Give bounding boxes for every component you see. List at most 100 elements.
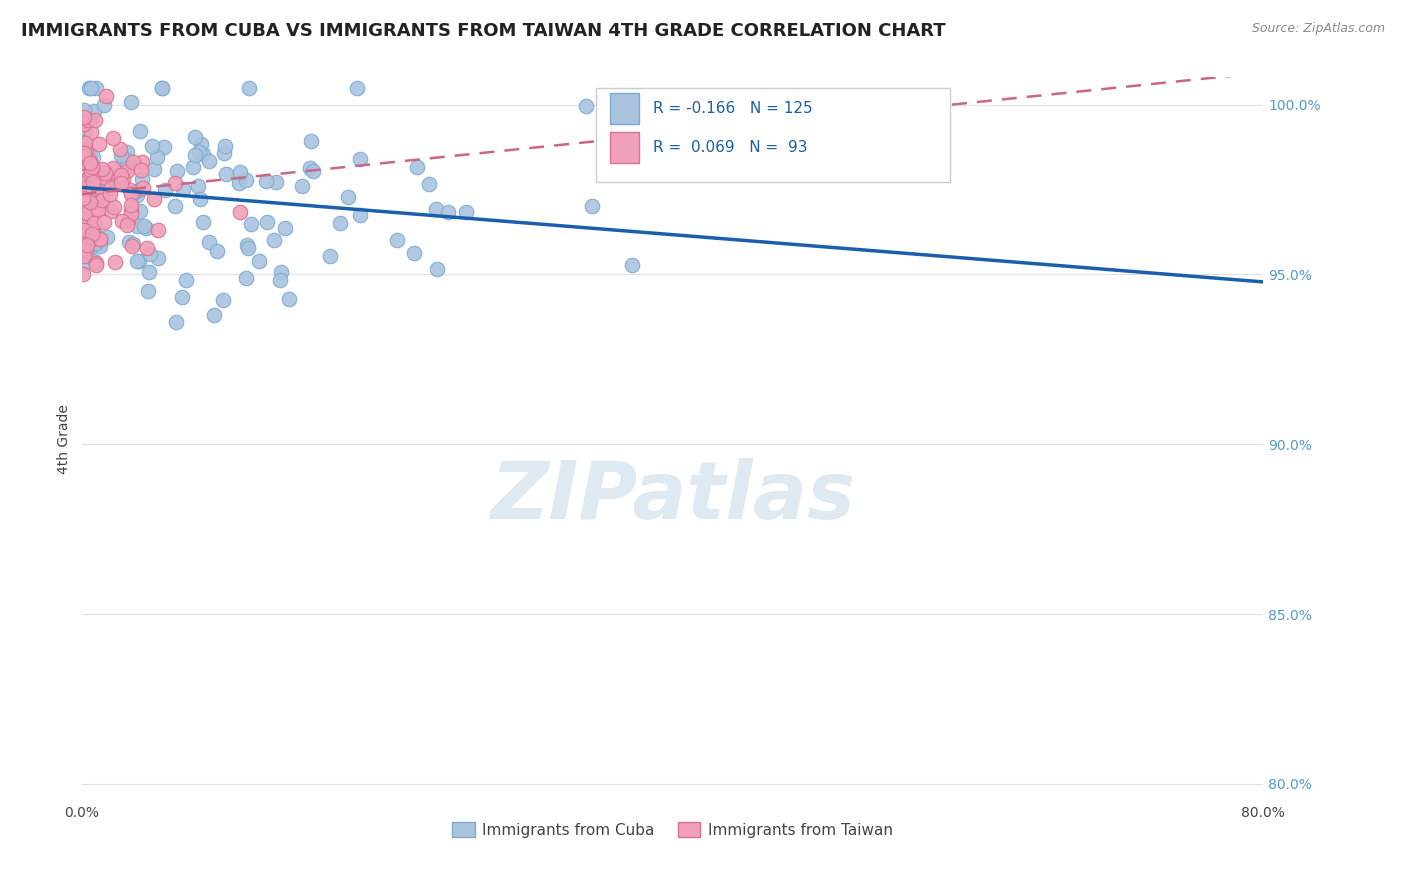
Point bbox=[80, 239, 103, 253]
Point bbox=[122, 185, 145, 199]
Point bbox=[128, 204, 150, 219]
Point bbox=[146, 251, 169, 265]
Point bbox=[125, 219, 148, 233]
Point bbox=[77, 112, 100, 127]
Point bbox=[80, 227, 103, 241]
Point bbox=[87, 194, 110, 208]
Point bbox=[172, 290, 194, 304]
Point bbox=[75, 181, 97, 195]
Point bbox=[111, 156, 134, 170]
Point bbox=[270, 264, 292, 278]
Point bbox=[301, 164, 323, 178]
Point bbox=[79, 204, 101, 219]
Point bbox=[77, 80, 100, 95]
Point bbox=[73, 135, 96, 149]
Point bbox=[117, 214, 139, 228]
Point bbox=[80, 125, 103, 139]
Point bbox=[76, 238, 98, 252]
Point bbox=[349, 208, 371, 222]
Point bbox=[153, 140, 176, 154]
Point bbox=[193, 214, 215, 228]
Point bbox=[183, 130, 205, 145]
Point bbox=[153, 183, 176, 197]
Point bbox=[72, 242, 94, 256]
Point bbox=[256, 215, 278, 229]
Point bbox=[73, 136, 96, 150]
Point bbox=[172, 182, 194, 196]
Point bbox=[132, 181, 155, 195]
Point bbox=[86, 202, 108, 216]
Point bbox=[73, 110, 96, 124]
Point bbox=[125, 188, 148, 202]
Point bbox=[120, 203, 142, 218]
Point bbox=[84, 80, 107, 95]
Point bbox=[73, 146, 96, 161]
Point bbox=[277, 293, 299, 307]
Point bbox=[212, 146, 235, 161]
Point bbox=[84, 200, 107, 214]
Point bbox=[76, 223, 98, 237]
Point bbox=[79, 80, 101, 95]
Point bbox=[73, 117, 96, 131]
Point bbox=[86, 258, 108, 272]
Point bbox=[229, 165, 252, 179]
Point bbox=[120, 183, 142, 197]
Point bbox=[299, 161, 322, 176]
Point bbox=[80, 161, 103, 175]
Point bbox=[238, 80, 260, 95]
Point bbox=[84, 256, 107, 270]
Point bbox=[163, 176, 186, 190]
Point bbox=[406, 161, 429, 175]
Point bbox=[240, 217, 263, 231]
Point bbox=[139, 247, 162, 261]
Point bbox=[404, 246, 426, 260]
Point bbox=[125, 254, 148, 268]
Point bbox=[89, 232, 111, 246]
Point bbox=[138, 265, 160, 279]
Point bbox=[82, 227, 104, 241]
Text: IMMIGRANTS FROM CUBA VS IMMIGRANTS FROM TAIWAN 4TH GRADE CORRELATION CHART: IMMIGRANTS FROM CUBA VS IMMIGRANTS FROM … bbox=[21, 22, 946, 40]
Point bbox=[329, 216, 352, 230]
Point bbox=[141, 139, 163, 153]
Point bbox=[90, 193, 112, 207]
Point bbox=[72, 144, 94, 158]
Text: R = -0.166   N = 125: R = -0.166 N = 125 bbox=[654, 101, 813, 116]
Point bbox=[76, 158, 98, 172]
Point bbox=[129, 162, 152, 177]
Point bbox=[110, 148, 132, 162]
Point bbox=[299, 134, 322, 148]
Point bbox=[346, 80, 368, 95]
Point bbox=[254, 174, 277, 188]
Point bbox=[418, 177, 440, 191]
Point bbox=[104, 165, 127, 179]
Point bbox=[183, 160, 205, 174]
Point bbox=[91, 161, 114, 176]
Point bbox=[235, 173, 257, 187]
Point bbox=[110, 173, 132, 187]
Point bbox=[86, 196, 108, 211]
Point bbox=[263, 234, 285, 248]
Point bbox=[229, 205, 252, 219]
Point bbox=[425, 202, 447, 216]
Point bbox=[100, 180, 122, 194]
Point bbox=[143, 162, 166, 177]
Point bbox=[73, 146, 96, 161]
Point bbox=[87, 185, 110, 199]
Point bbox=[91, 200, 114, 214]
Point bbox=[184, 148, 207, 162]
Text: Source: ZipAtlas.com: Source: ZipAtlas.com bbox=[1251, 22, 1385, 36]
Point bbox=[83, 172, 105, 186]
Point bbox=[150, 80, 173, 95]
Point bbox=[89, 232, 111, 246]
Point bbox=[269, 273, 291, 287]
Point bbox=[150, 80, 173, 95]
Point bbox=[142, 192, 165, 206]
Point bbox=[112, 171, 135, 186]
Point bbox=[83, 103, 105, 118]
Point bbox=[575, 99, 598, 113]
Point bbox=[120, 198, 142, 212]
Point bbox=[264, 175, 287, 189]
Point bbox=[103, 200, 125, 214]
Point bbox=[215, 167, 238, 181]
Point bbox=[80, 232, 103, 246]
